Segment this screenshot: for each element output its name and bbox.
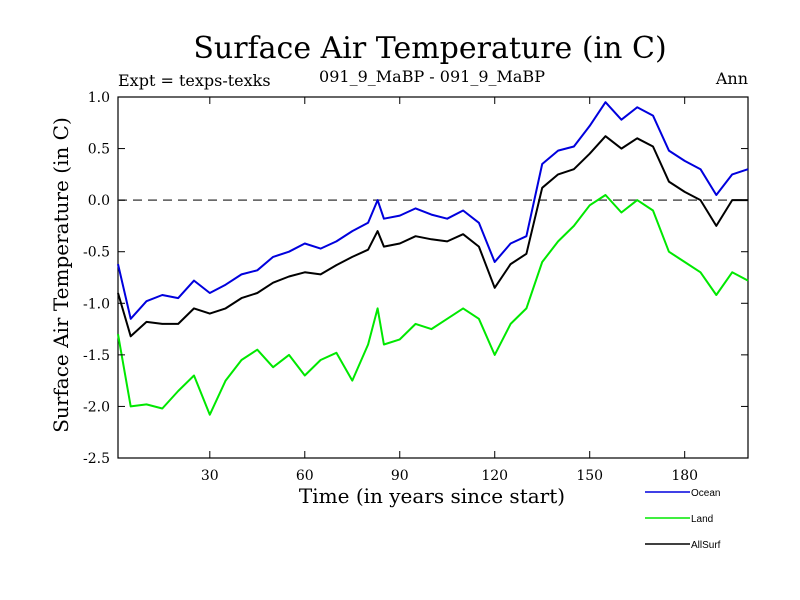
y-axis-label: Surface Air Temperature (in C) [49,117,73,433]
x-tick-label: 120 [481,468,508,484]
x-axis-label: Time (in years since start) [299,484,565,508]
legend-label-land: Land [691,514,713,525]
y-tick-label: 0.0 [88,193,110,209]
experiment-label: Expt = texps-texks [118,71,271,90]
series-line-land [117,194,749,416]
chart-subtitle: 091_9_MaBP - 091_9_MaBP [319,67,545,86]
y-tick-label: -1.5 [83,348,110,364]
legend-label-allsurf: AllSurf [691,540,721,551]
y-tick-label: -1.0 [83,296,110,312]
y-tick-label: -0.5 [83,245,110,261]
x-tick-label: 90 [391,468,409,484]
x-tick-label: 180 [671,468,698,484]
series-line-allsurf [117,135,748,338]
x-tick-label: 60 [296,468,314,484]
y-axis: -2.5 -2.0 -1.5 -1.0 -0.5 0.0 0.5 1.0 [83,90,748,467]
x-tick-label: 30 [201,468,219,484]
y-tick-label: 0.5 [88,142,110,158]
chart-title: Surface Air Temperature (in C) [193,31,666,66]
legend: Ocean Land AllSurf [645,488,721,551]
y-tick-label: -2.0 [83,399,110,415]
x-axis: 30 60 90 120 150 180 [201,97,698,484]
series-line-ocean [117,101,749,320]
y-tick-label: 1.0 [88,90,110,106]
series-layer [117,101,749,416]
period-label: Ann [715,69,748,88]
x-tick-label: 150 [576,468,603,484]
plot-frame [117,96,749,459]
y-tick-label: -2.5 [83,451,110,467]
legend-label-ocean: Ocean [691,488,720,499]
